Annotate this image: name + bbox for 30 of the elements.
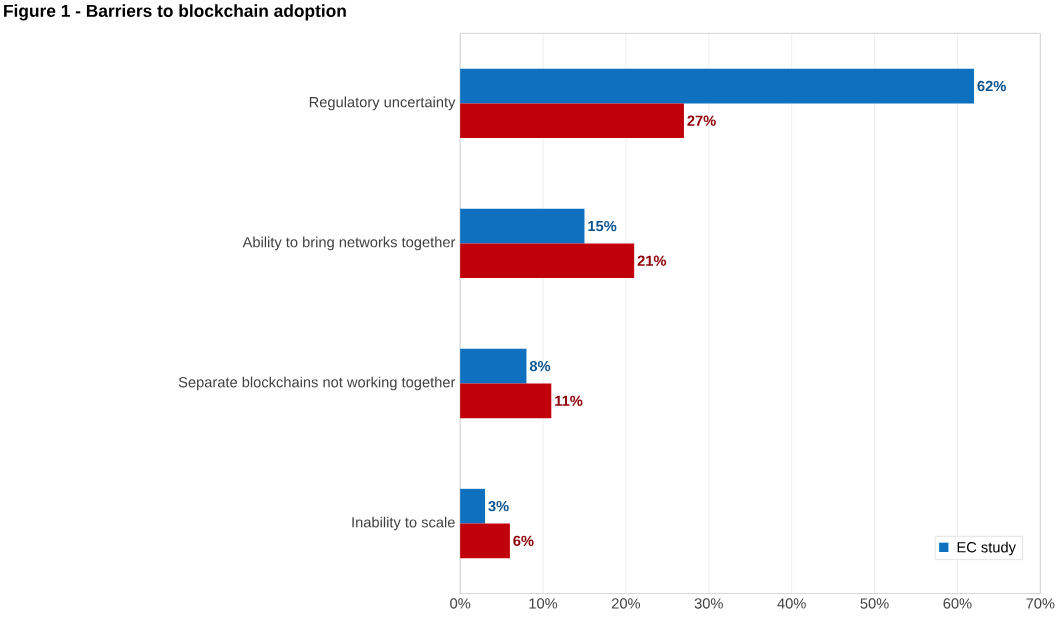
x-tick-label: 10%: [529, 598, 558, 609]
legend-label: EC study: [957, 541, 1016, 556]
bar: [460, 349, 527, 384]
x-tick-label: 20%: [611, 598, 641, 609]
data-label: 3%: [488, 501, 509, 512]
x-tick-label: 70%: [1026, 598, 1055, 609]
y-tick-label: Regulatory uncertainty: [309, 96, 456, 111]
y-tick-label: Ability to bring networks together: [242, 236, 456, 251]
data-label: 15%: [588, 221, 617, 232]
text: Figure 1 - Barriers to blockchain adoption: [4, 4, 346, 21]
data-label: 62%: [977, 81, 1006, 92]
bar: [460, 489, 486, 524]
data-label: 8%: [529, 361, 551, 372]
x-tick-label: 50%: [860, 598, 889, 609]
data-label: 6%: [513, 535, 534, 547]
x-tick-label: 40%: [777, 598, 806, 609]
bar: [460, 68, 975, 104]
bar: [460, 383, 552, 419]
bar: [460, 103, 684, 139]
bar: [460, 523, 510, 559]
y-tick-label: Inability to scale: [352, 516, 455, 531]
x-tick-label: 0%: [450, 598, 471, 609]
data-label: 27%: [687, 115, 716, 127]
data-label: 21%: [637, 255, 667, 267]
x-tick-label: 60%: [943, 598, 972, 609]
x-tick-label: 30%: [694, 598, 723, 609]
y-tick-label: Separate blockchains not working together: [178, 376, 456, 391]
bar: [460, 208, 585, 244]
bar: [460, 243, 635, 279]
data-label: 11%: [555, 395, 583, 407]
